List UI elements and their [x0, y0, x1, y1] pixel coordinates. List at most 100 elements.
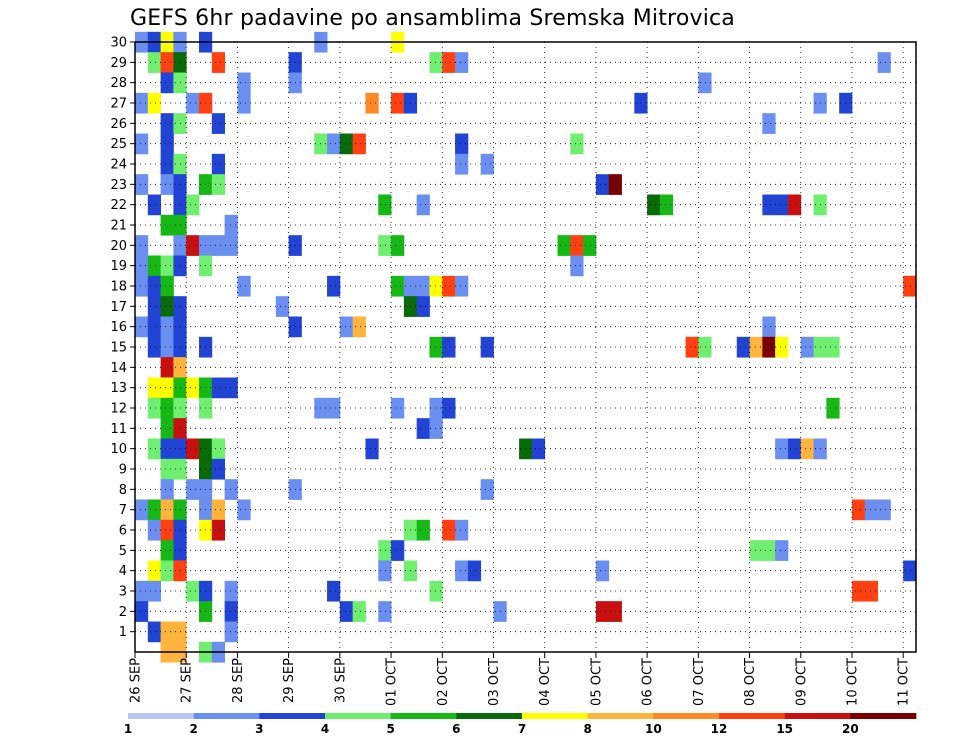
- heatmap-cell: [186, 235, 200, 256]
- heatmap-cell: [160, 418, 174, 439]
- heatmap-cell: [787, 438, 802, 460]
- heatmap-cell: [416, 275, 430, 297]
- heatmap-cell: [211, 499, 226, 521]
- heatmap-cell: [211, 235, 226, 256]
- heatmap-cell: [147, 580, 161, 602]
- heatmap-cell: [391, 397, 405, 419]
- x-tick-label: 06 OCT: [641, 658, 656, 706]
- y-tick-label: 24: [110, 158, 127, 173]
- heatmap-cell: [224, 235, 238, 256]
- heatmap-cell: [160, 72, 174, 94]
- heatmap-cell: [160, 397, 174, 419]
- heatmap-cell: [442, 336, 456, 358]
- y-tick-label: 19: [110, 259, 127, 274]
- heatmap-cell: [455, 560, 469, 582]
- legend-label: 5: [386, 722, 394, 736]
- x-axis: 26 SEP 27 SEP 28 SEP 29 SEP 30 SEP 01 OCT 02 O…: [129, 652, 912, 706]
- legend-swatch: [259, 713, 326, 719]
- heatmap-cell: [135, 601, 149, 622]
- legend-swatch: [456, 713, 523, 719]
- heatmap-cell: [147, 296, 161, 317]
- heatmap-cell: [327, 580, 341, 602]
- legend-label: 20: [842, 722, 859, 736]
- y-tick-label: 20: [110, 239, 127, 254]
- heatmap-cell: [147, 438, 161, 460]
- heatmap-cell: [352, 601, 366, 622]
- y-tick-label: 15: [110, 341, 127, 356]
- heatmap-cell: [211, 153, 226, 175]
- heatmap-cell: [160, 621, 174, 643]
- heatmap-cell: [365, 438, 379, 460]
- heatmap-cell: [455, 519, 469, 541]
- heatmap-cell: [570, 235, 584, 256]
- heatmap-cell: [135, 316, 149, 338]
- heatmap-cell: [698, 72, 712, 94]
- heatmap-cell: [224, 479, 238, 500]
- legend-swatch: [193, 713, 260, 719]
- y-tick-label: 16: [110, 320, 127, 335]
- y-tick-label: 14: [110, 361, 127, 376]
- heatmap-cell: [378, 194, 392, 216]
- heatmap-cell: [826, 336, 840, 358]
- legend-label: 12: [711, 722, 728, 736]
- heatmap-cell: [160, 336, 174, 358]
- heatmap-cell: [864, 580, 878, 602]
- y-tick-label: 11: [110, 422, 127, 437]
- heatmap-cell: [327, 397, 341, 419]
- heatmap-cell: [442, 275, 456, 297]
- heatmap-cell: [339, 133, 354, 155]
- y-tick-label: 8: [119, 483, 127, 498]
- heatmap-cell: [800, 336, 814, 358]
- y-tick-label: 1: [119, 625, 127, 640]
- heatmap-cell: [903, 560, 917, 582]
- heatmap-cell: [160, 458, 174, 480]
- legend-label: 4: [321, 722, 329, 736]
- heatmap-cell: [186, 194, 200, 216]
- heatmap-cell: [275, 296, 290, 317]
- heatmap-cell: [442, 519, 456, 541]
- heatmap-cell: [762, 113, 776, 134]
- legend-swatch: [653, 713, 720, 719]
- heatmap-cell: [352, 133, 366, 155]
- x-tick-label: 27 SEP: [180, 658, 195, 703]
- heatmap-cell: [416, 296, 430, 317]
- heatmap-cell: [135, 275, 149, 297]
- legend-swatch: [522, 713, 588, 719]
- heatmap-cell: [135, 92, 149, 114]
- heatmap-cell: [762, 336, 776, 358]
- heatmap-cell: [826, 397, 840, 419]
- heatmap-cell: [211, 438, 226, 460]
- heatmap-cell: [147, 336, 161, 358]
- heatmap-cell: [903, 275, 917, 297]
- heatmap-cell: [429, 397, 443, 419]
- heatmap-cell: [877, 52, 891, 73]
- heatmap-cell: [147, 316, 161, 338]
- heatmap-cell: [135, 580, 149, 602]
- heatmap-cell: [698, 336, 712, 358]
- y-tick-label: 7: [119, 503, 127, 518]
- heatmap-cell: [224, 601, 238, 622]
- x-tick-label: 10 OCT: [845, 658, 860, 706]
- legend-label: 7: [518, 722, 526, 736]
- y-tick-label: 9: [119, 463, 127, 478]
- heatmap-cell: [455, 153, 469, 175]
- heatmap-cell: [455, 133, 469, 155]
- heatmap-cell: [531, 438, 546, 460]
- y-tick-label: 22: [110, 198, 127, 213]
- legend-swatch: [784, 713, 851, 719]
- heatmap-cell: [147, 255, 161, 277]
- y-axis: 1234567891011121314151617181920212223242…: [110, 36, 135, 640]
- heatmap-cell: [147, 621, 161, 643]
- y-tick-label: 12: [110, 402, 127, 417]
- heatmap-cell: [455, 275, 469, 297]
- heatmap-cell: [147, 275, 161, 297]
- heatmap-cell: [186, 377, 200, 399]
- heatmap-cell: [391, 235, 405, 256]
- heatmap-cell: [147, 560, 161, 582]
- heatmap-cell: [135, 133, 149, 155]
- heatmap-cell: [749, 336, 763, 358]
- heatmap-cell: [775, 540, 789, 561]
- x-tick-label: 29 SEP: [282, 658, 297, 703]
- legend-label: 2: [189, 722, 197, 736]
- heatmap-cell: [570, 133, 584, 155]
